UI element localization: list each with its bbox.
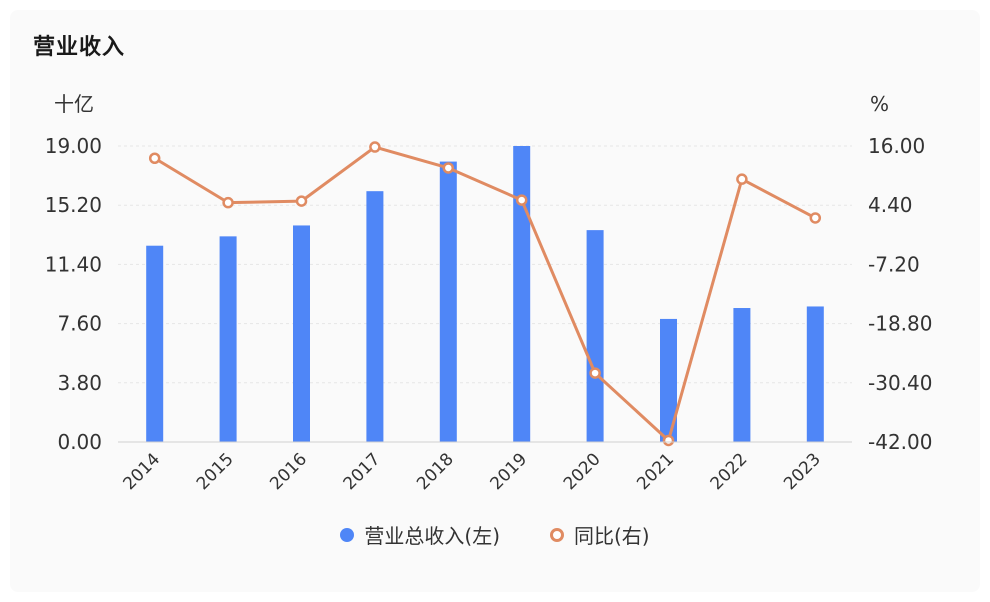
y-right-tick-label: -18.80 <box>868 312 932 336</box>
x-tick-label: 2021 <box>633 449 678 494</box>
yoy-point-2019[interactable] <box>515 194 528 206</box>
legend: 营业总收入(左) 同比(右) <box>0 520 990 549</box>
y-right-tick-label: -30.40 <box>868 371 932 395</box>
legend-label-revenue: 营业总收入(左) <box>364 524 500 548</box>
yoy-line <box>148 141 822 447</box>
x-tick-label: 2020 <box>560 449 605 494</box>
x-tick-label: 2018 <box>413 449 458 494</box>
x-tick-label: 2023 <box>780 449 825 494</box>
chart-card <box>10 10 980 592</box>
x-tick-label: 2014 <box>119 449 164 494</box>
yoy-point-2021[interactable] <box>662 434 675 447</box>
bar-2014[interactable] <box>146 245 164 442</box>
x-tick-label: 2015 <box>193 449 238 494</box>
y-right-tick-label: -7.20 <box>868 252 920 276</box>
yoy-point-2017[interactable] <box>369 141 381 153</box>
y-left-tick-label: 7.60 <box>57 312 102 336</box>
x-tick-label: 2017 <box>340 449 385 494</box>
yoy-point-2022[interactable] <box>736 173 748 185</box>
y-right-tick-label: -42.00 <box>868 430 932 454</box>
yoy-point-2015[interactable] <box>222 196 234 209</box>
bar-2022[interactable] <box>733 308 751 442</box>
y-right-tick-label: 16.00 <box>868 134 925 158</box>
y-right-tick-label: 4.40 <box>868 193 913 217</box>
x-tick-label: 2022 <box>707 449 752 494</box>
y-left-tick-label: 0.00 <box>57 430 102 454</box>
bar-2015[interactable] <box>219 236 237 442</box>
bar-2016[interactable] <box>293 225 310 442</box>
x-tick-label: 2016 <box>266 449 311 494</box>
x-tick-label: 2019 <box>487 449 532 494</box>
legend-item-revenue[interactable]: 营业总收入(左) <box>340 520 500 549</box>
chart-title: 营业收入 <box>33 35 126 60</box>
yoy-point-2020[interactable] <box>589 367 601 379</box>
bars <box>146 146 824 442</box>
y-left-tick-label: 11.40 <box>45 252 102 276</box>
bar-2019[interactable] <box>513 146 531 442</box>
bar-2021[interactable] <box>660 318 677 442</box>
bar-2017[interactable] <box>366 191 384 442</box>
y-left-tick-label: 3.80 <box>57 371 102 395</box>
yoy-point-2023[interactable] <box>809 212 822 224</box>
bar-2020[interactable] <box>586 230 604 442</box>
bar-2023[interactable] <box>806 306 824 442</box>
legend-dot-icon <box>340 527 355 542</box>
yoy-point-2018[interactable] <box>442 162 455 174</box>
yoy-line-path <box>153 145 817 442</box>
y-left-tick-label: 19.00 <box>45 134 102 158</box>
y-right-unit-label: % <box>870 92 889 116</box>
y-left-tick-label: 15.20 <box>45 193 102 217</box>
bar-2018[interactable] <box>439 161 457 442</box>
legend-item-yoy[interactable]: 同比(右) <box>550 520 650 549</box>
yoy-point-2014[interactable] <box>148 152 161 164</box>
axes: 0.00 -42.00 3.80 -30.40 7.60 -18.80 11.40 -7.20… <box>45 92 933 494</box>
grid-lines <box>118 145 852 384</box>
yoy-point-2016[interactable] <box>295 195 308 207</box>
legend-label-yoy: 同比(右) <box>574 524 650 548</box>
legend-ring-icon <box>550 527 564 542</box>
y-left-unit-label: 十亿 <box>54 92 94 116</box>
